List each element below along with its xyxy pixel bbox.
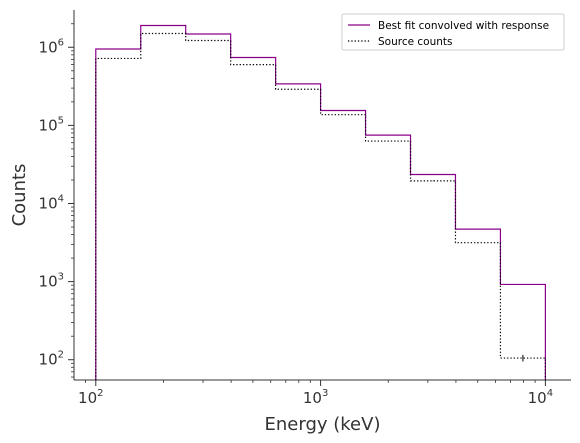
legend-box: [341, 13, 565, 51]
legend-label: Best fit convolved with response: [378, 20, 549, 32]
y-axis-title: Counts: [9, 164, 30, 227]
x-axis-title: Energy (keV): [265, 414, 381, 435]
y-tick-label: 102: [39, 350, 64, 369]
series-line-1: [95, 24, 546, 380]
x-tick-label: 104: [528, 388, 553, 407]
y-axis-ticks: 102 103 104 105 106: [39, 37, 74, 369]
series-group: [95, 24, 546, 380]
y-tick-label: 106: [39, 37, 64, 56]
legend: Best fit convolved with response Source c…: [341, 13, 565, 51]
x-tick-label: 102: [78, 388, 103, 407]
legend-label: Source counts: [378, 36, 453, 48]
y-tick-label: 105: [39, 115, 64, 134]
y-tick-label: 103: [39, 272, 64, 291]
error-bars: [117, 33, 524, 362]
y-tick-label: 104: [39, 193, 64, 212]
x-axis-ticks: 102 103 104: [78, 380, 553, 407]
axes: [71, 10, 571, 383]
x-tick-label: 103: [303, 388, 328, 407]
